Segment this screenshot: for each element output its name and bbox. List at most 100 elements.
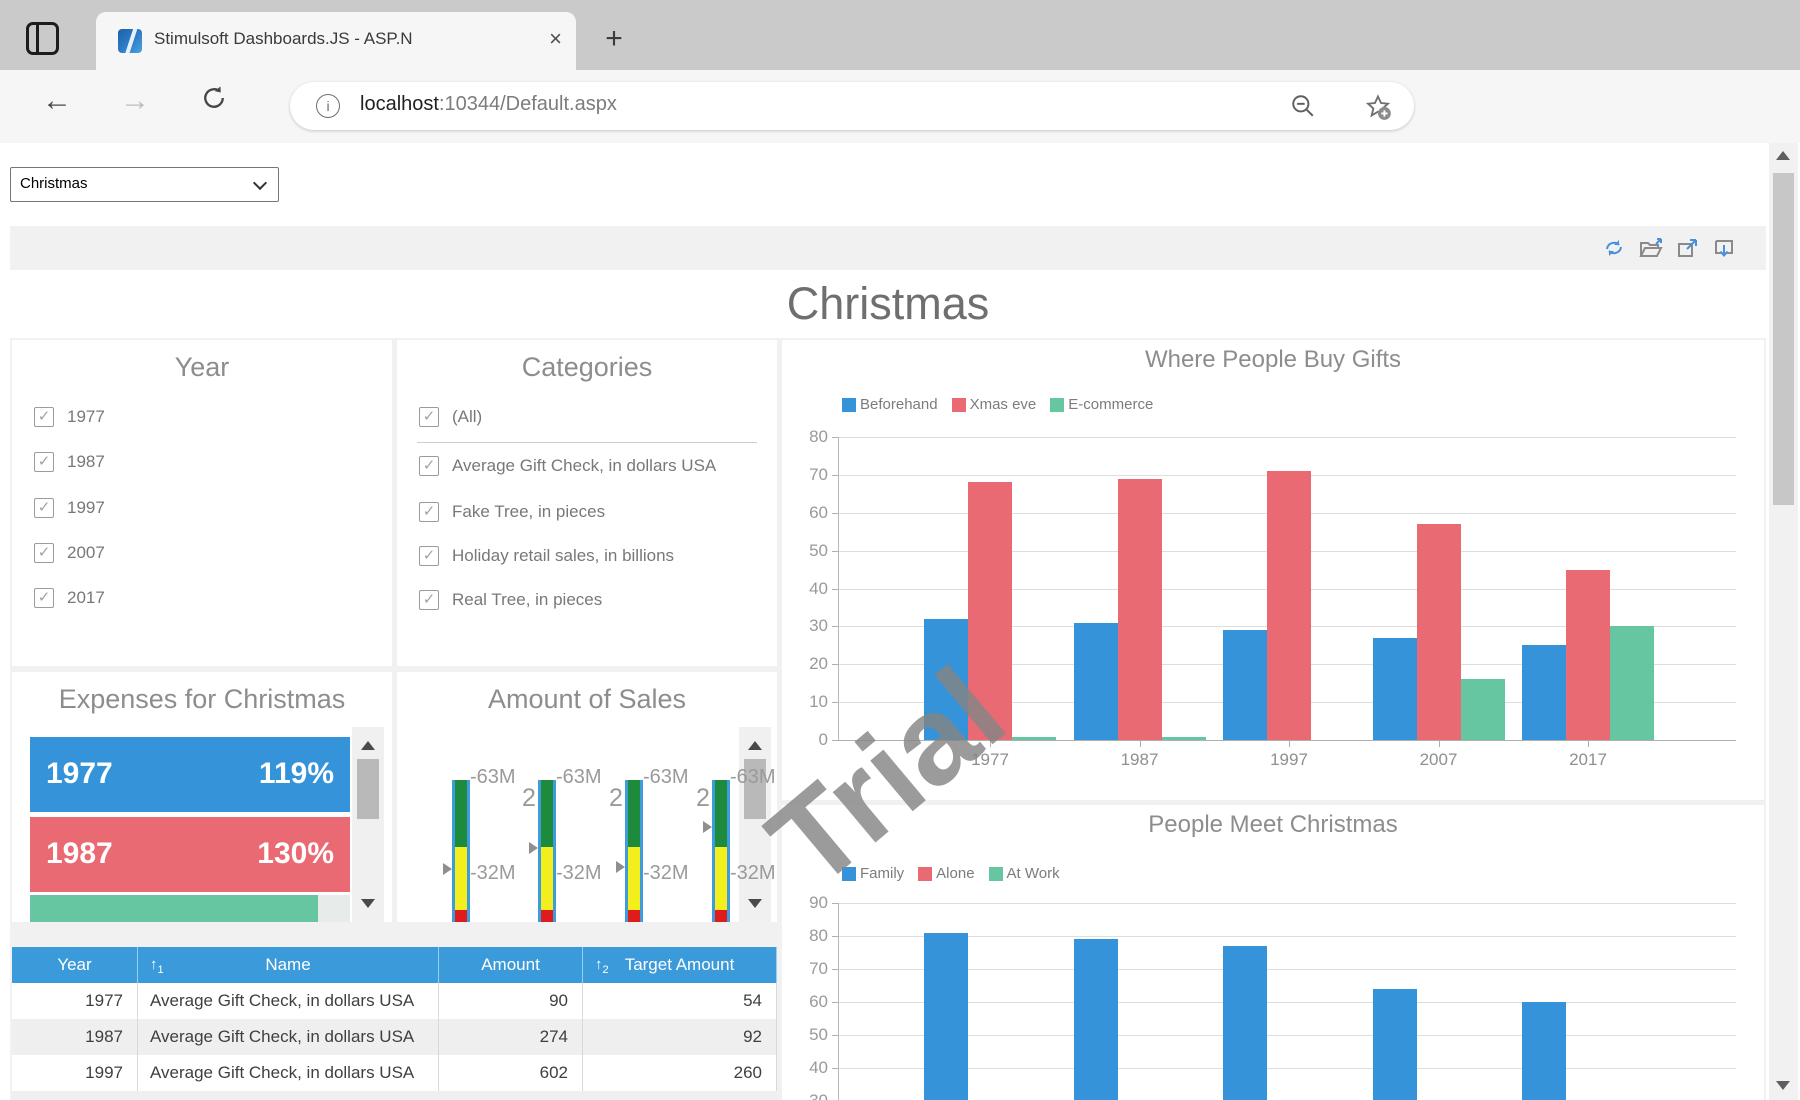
- gridline: [838, 936, 1736, 937]
- checkbox[interactable]: ✓: [419, 407, 439, 427]
- browser-toolbar: ← → i localhost:10344/Default.aspx •••: [0, 70, 1800, 191]
- workspaces-icon[interactable]: [26, 22, 60, 56]
- dashboard-download-icon[interactable]: [1712, 236, 1736, 265]
- checkbox[interactable]: ✓: [419, 456, 439, 476]
- bar-xmas-eve: [1416, 524, 1461, 740]
- site-info-icon[interactable]: i: [316, 94, 340, 118]
- legend-item: Alone: [918, 865, 975, 882]
- new-tab-button[interactable]: +: [605, 22, 623, 55]
- bar-xmas-eve: [1117, 478, 1162, 740]
- legend-item: Family: [842, 865, 904, 882]
- y-axis-label: 60: [809, 992, 828, 1011]
- expense-bar-label: 1987: [46, 836, 113, 870]
- gauge-value-label: 2: [522, 784, 536, 812]
- checkbox[interactable]: ✓: [34, 498, 54, 518]
- expense-bar-fill: [30, 895, 318, 922]
- forward-button[interactable]: →: [120, 84, 150, 117]
- dashboard-refresh-icon[interactable]: [1602, 236, 1626, 265]
- scrollbar-down-icon[interactable]: [361, 899, 375, 908]
- gauge-segment-yellow: [541, 847, 553, 910]
- bar-beforehand: [1522, 645, 1566, 740]
- checkbox[interactable]: ✓: [419, 546, 439, 566]
- tab-close-icon[interactable]: ×: [549, 26, 562, 51]
- checkbox[interactable]: ✓: [34, 452, 54, 472]
- gauge-top-tick-label: -63M: [643, 766, 689, 788]
- zoom-out-icon[interactable]: [1290, 93, 1316, 124]
- scrollbar-up-icon[interactable]: [1776, 151, 1790, 160]
- y-axis-label: 70: [809, 464, 828, 484]
- scrollbar-up-icon[interactable]: [748, 741, 762, 750]
- scrollbar-thumb[interactable]: [1773, 173, 1794, 505]
- legend-label: At Work: [1006, 865, 1060, 882]
- y-axis-label: 30: [788, 1091, 828, 1100]
- page-scrollbar[interactable]: [1769, 143, 1798, 1100]
- x-tick: [1139, 740, 1141, 747]
- table-cell: 1987: [12, 1019, 138, 1055]
- checkbox[interactable]: ✓: [419, 590, 439, 610]
- category-option-label: Fake Tree, in pieces: [452, 502, 606, 521]
- panel-scrollbar[interactable]: [739, 727, 771, 922]
- browser-tab[interactable]: Stimulsoft Dashboards.JS - ASP.N ×: [96, 12, 576, 70]
- bar-e-commerce: [1610, 626, 1654, 740]
- column-header-year[interactable]: Year: [12, 947, 138, 983]
- x-tick: [1289, 740, 1290, 747]
- add-favorite-icon[interactable]: [1364, 93, 1392, 126]
- expenses-panel: Expenses for Christmas 1977 119% 1987 130%: [12, 672, 392, 922]
- gauge-value-label: 2: [609, 784, 623, 812]
- sort-ascending-icon[interactable]: ↑1: [150, 956, 164, 976]
- column-header-name[interactable]: Name ↑1: [138, 947, 439, 983]
- y-tick: [832, 474, 838, 476]
- legend-swatch: [842, 866, 856, 881]
- column-header-target-amount[interactable]: Target Amount ↑2: [583, 947, 777, 983]
- dashboard-fullscreen-icon[interactable]: [1676, 236, 1700, 265]
- checkbox[interactable]: ✓: [419, 502, 439, 522]
- dashboard-open-icon[interactable]: [1638, 236, 1664, 265]
- checkbox[interactable]: ✓: [34, 588, 54, 608]
- table-header: Year Name ↑1 Amount Target Amount ↑2: [12, 947, 777, 983]
- expense-bar-label: 1977: [46, 756, 113, 790]
- column-header-amount[interactable]: Amount: [439, 947, 583, 983]
- x-axis-line: [838, 740, 1736, 741]
- report-select[interactable]: Christmas: [10, 167, 279, 202]
- y-axis-label: 0: [818, 730, 828, 749]
- address-bar[interactable]: i localhost:10344/Default.aspx: [290, 82, 1414, 130]
- scrollbar-thumb[interactable]: [357, 759, 379, 819]
- gauge-top-tick-label: -63M: [730, 766, 776, 788]
- legend-item: E-commerce: [1050, 396, 1153, 413]
- dashboard-toolbar: [1602, 236, 1752, 264]
- table-row[interactable]: 1997 Average Gift Check, in dollars USA 60…: [12, 1055, 777, 1091]
- refresh-button[interactable]: [200, 84, 228, 120]
- x-axis-label: 1977: [971, 750, 1009, 769]
- gridline: [838, 1068, 1736, 1069]
- panel-scrollbar[interactable]: [352, 727, 384, 922]
- y-axis-line: [838, 437, 839, 740]
- x-tick: [1588, 740, 1589, 747]
- y-axis-label: 40: [809, 1058, 828, 1077]
- table-cell: 92: [583, 1019, 777, 1055]
- y-tick: [832, 936, 838, 937]
- y-axis-label: 50: [809, 1025, 828, 1044]
- gauge-segment-red: [715, 910, 727, 922]
- sort-ascending-icon[interactable]: ↑2: [595, 956, 609, 976]
- y-tick: [832, 664, 838, 666]
- scrollbar-down-icon[interactable]: [748, 899, 762, 908]
- amount-of-sales-title: Amount of Sales: [487, 684, 687, 714]
- gauge-segment-green: [455, 780, 467, 847]
- x-axis-label: 2007: [1419, 750, 1458, 769]
- scrollbar-up-icon[interactable]: [361, 741, 375, 750]
- table-row[interactable]: 1987 Average Gift Check, in dollars USA 27…: [12, 1019, 777, 1055]
- checkbox[interactable]: ✓: [34, 543, 54, 563]
- y-tick: [832, 903, 838, 904]
- people-meet-christmas-chart: People Meet Christmas Family Alone At Work…: [782, 805, 1764, 1100]
- y-axis-label: 80: [809, 427, 828, 446]
- back-button[interactable]: ←: [42, 84, 72, 117]
- scrollbar-down-icon[interactable]: [1776, 1081, 1790, 1090]
- y-tick: [832, 588, 838, 590]
- table-row[interactable]: 1977 Average Gift Check, in dollars USA 90…: [12, 983, 777, 1019]
- category-filter-title: Categories: [521, 352, 653, 382]
- checkbox[interactable]: ✓: [34, 407, 54, 427]
- scrollbar-thumb[interactable]: [744, 759, 766, 819]
- amount-of-sales-panel: Amount of Sales -63M -32M 2 -63M -32M 2 -63M -3…: [397, 672, 777, 922]
- url-text[interactable]: localhost:10344/Default.aspx: [360, 93, 617, 115]
